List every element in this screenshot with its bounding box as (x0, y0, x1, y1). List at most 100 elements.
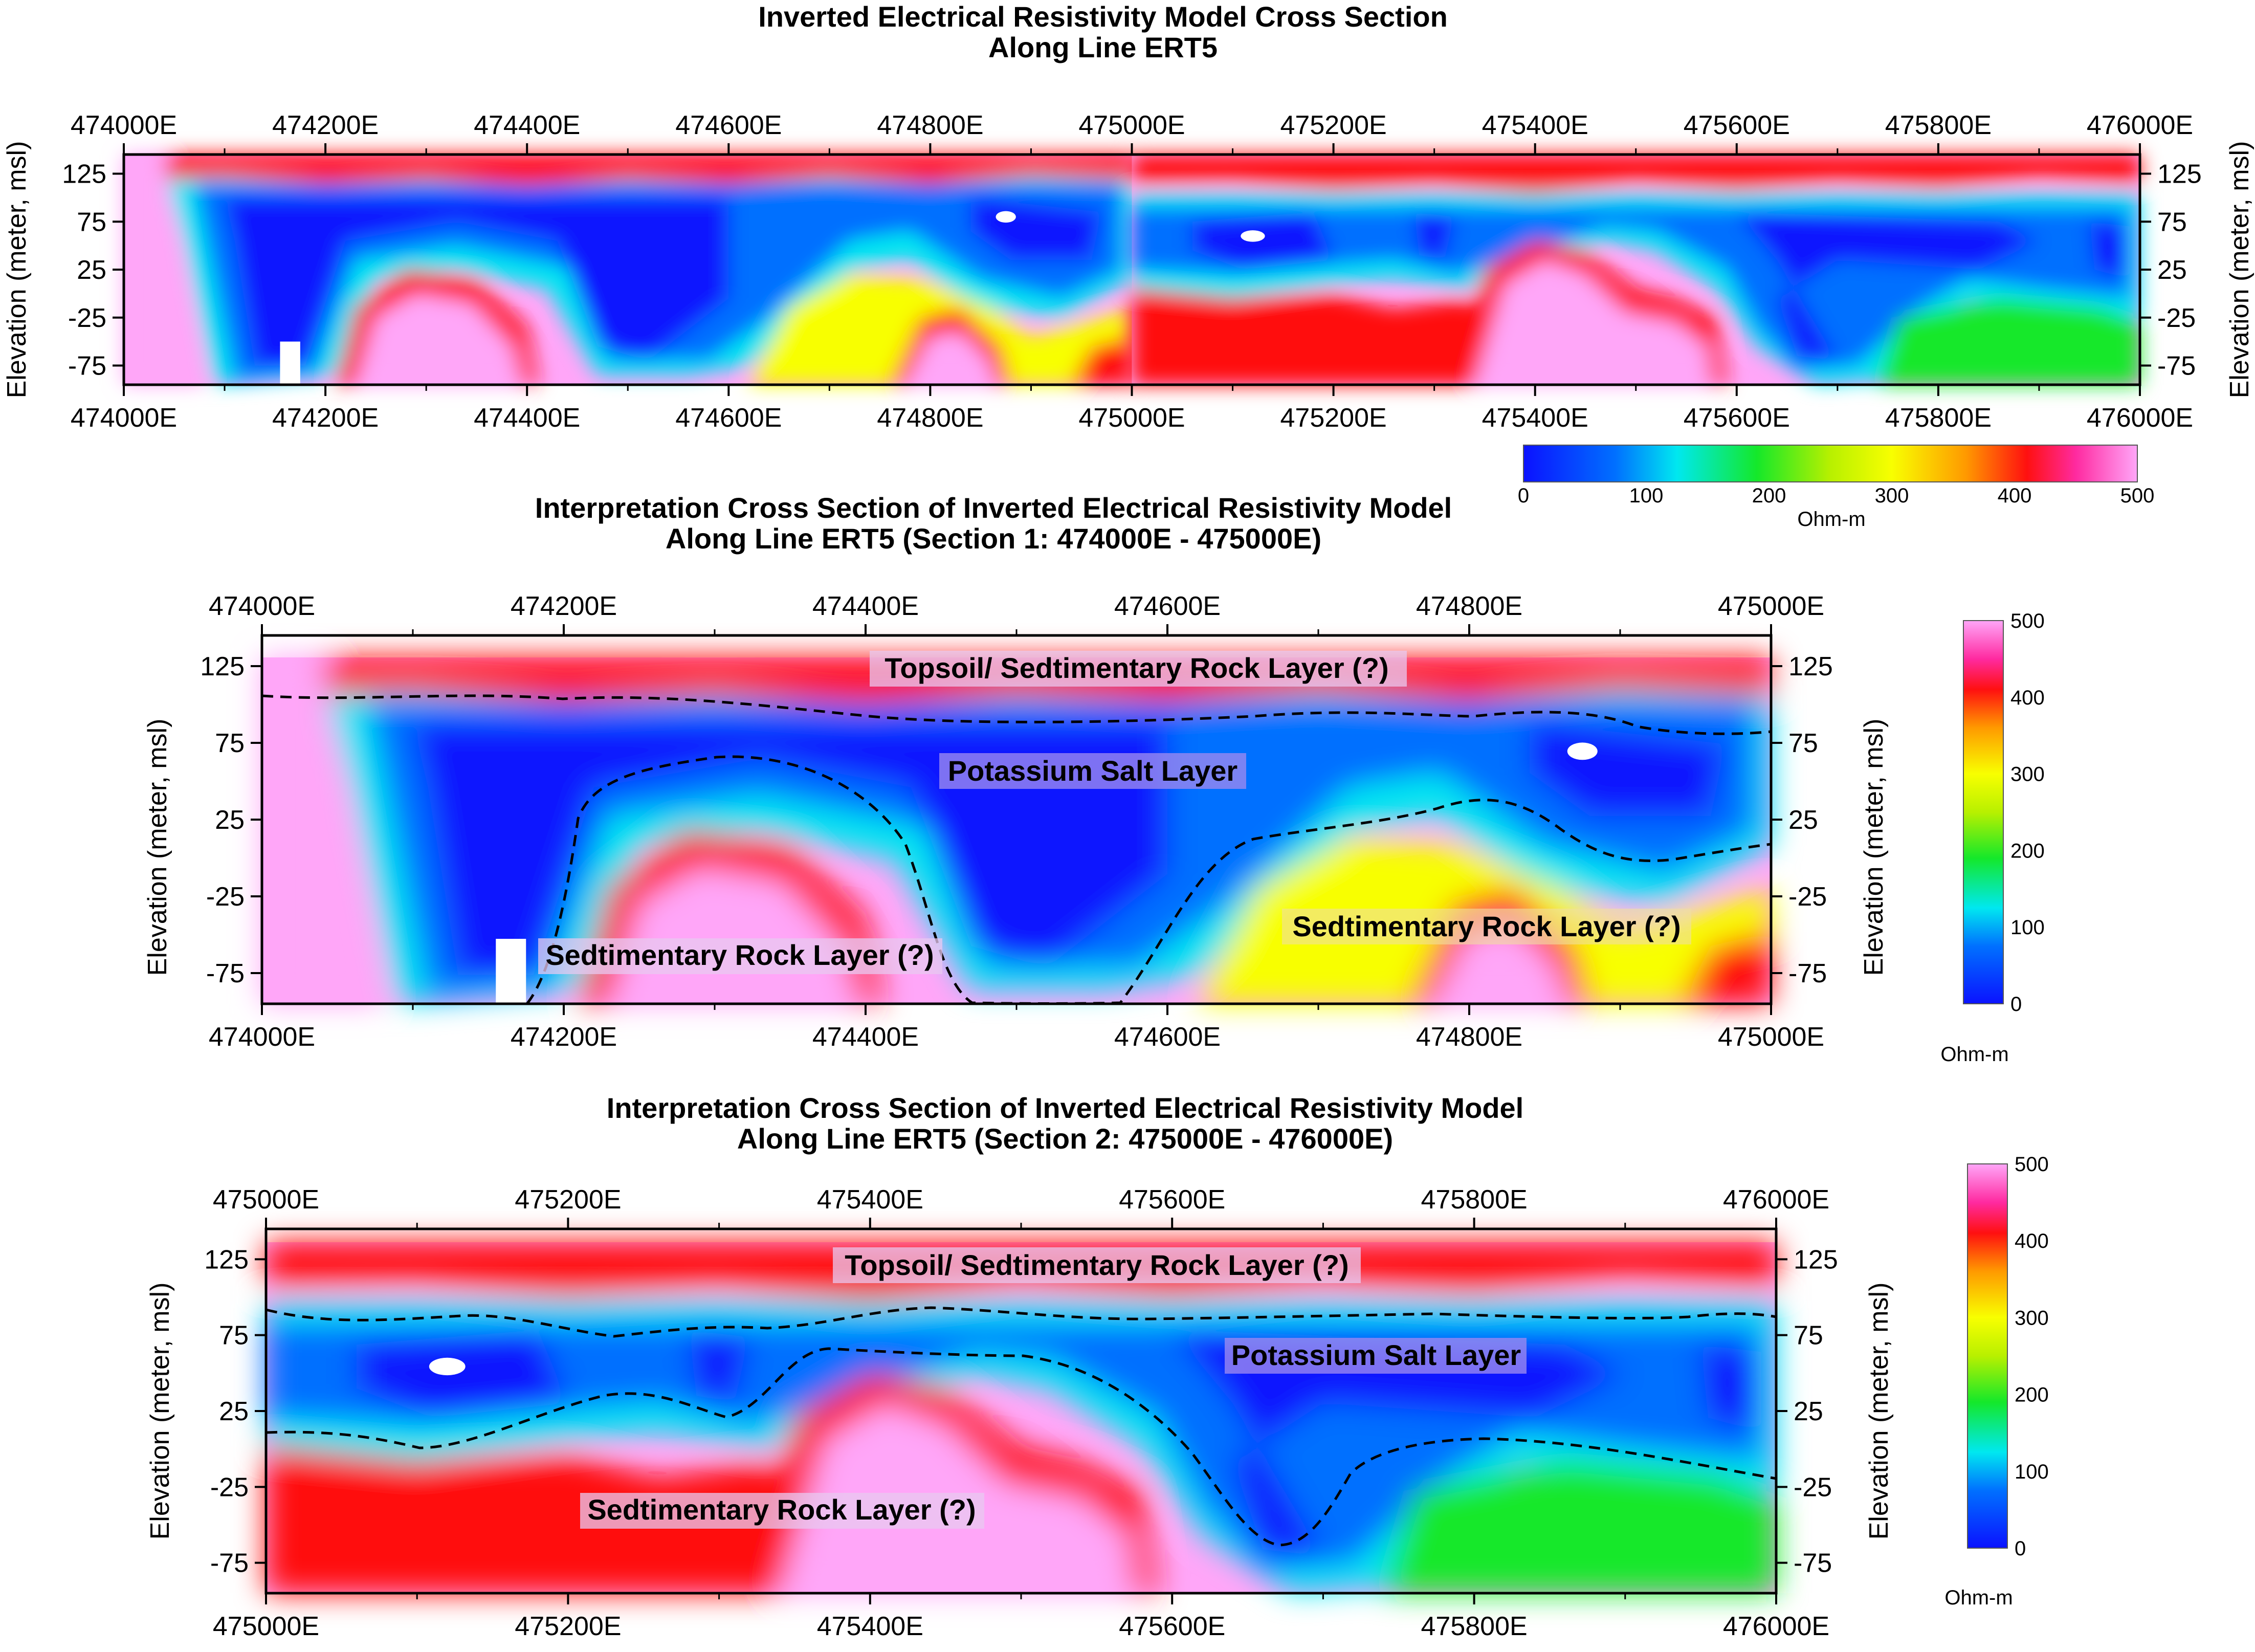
x-tick-label-bottom: 475000E (213, 1612, 319, 1641)
resistivity-field (266, 1242, 1776, 1593)
colorbar-tick-label: 300 (2010, 763, 2045, 786)
panel-2-resistivity-field (262, 657, 1771, 1004)
x-tick-label-top: 475400E (817, 1185, 923, 1215)
x-tick-label-bottom: 475000E (1718, 1022, 1824, 1052)
y-tick-label-left: 25 (215, 805, 245, 835)
panel-3-colorbar-unit: Ohm-m (1944, 1587, 2013, 1609)
x-tick-label-bottom: 474600E (675, 403, 782, 433)
x-tick-label-top: 474000E (71, 111, 177, 140)
panel-2-label-bg-salt (939, 753, 1246, 789)
panel-1-ylabel-left: Elevation (meter, msl) (2, 141, 32, 399)
y-tick-label-left: -75 (206, 959, 245, 988)
panel-2-label-rock-right: Sedtimentary Rock Layer (?) (1292, 910, 1681, 942)
panel-3-colorbar-ticks: 500 400 300 200 100 0 (2015, 1153, 2049, 1560)
panel-2-colorbar (1963, 620, 2004, 1004)
panel-2-subtitle: Along Line ERT5 (Section 1: 474000E - 47… (666, 522, 1321, 555)
x-tick-label-bottom: 475000E (1078, 403, 1185, 433)
panel-2-label-bg-rock-right (1282, 909, 1691, 944)
x-tick-label-top: 475200E (515, 1185, 621, 1215)
y-tick-label-left: -25 (206, 882, 245, 912)
panel-3-subtitle: Along Line ERT5 (Section 2: 475000E - 47… (737, 1122, 1393, 1155)
colorbar-tick-label: 400 (2015, 1230, 2049, 1252)
y-tick-label-left: 25 (219, 1397, 249, 1426)
x-tick-label-bottom: 474400E (812, 1022, 919, 1052)
y-tick-label-left: 125 (62, 160, 106, 189)
x-tick-label-bottom: 475400E (1482, 403, 1588, 433)
y-tick-label-left: -75 (210, 1549, 249, 1578)
x-tick-label-top: 475600E (1684, 111, 1790, 140)
y-tick-label-left: 125 (200, 652, 245, 681)
x-tick-label-top: 475600E (1119, 1185, 1225, 1215)
panel-2-ylabel-left: Elevation (meter, msl) (143, 719, 172, 976)
x-tick-label-top: 474600E (675, 111, 782, 140)
colorbar-tick-label: 400 (2010, 687, 2045, 709)
panel-3-label-topsoil: Topsoil/ Sedtimentary Rock Layer (?) (845, 1249, 1348, 1281)
x-tick-label-bottom: 475200E (1280, 403, 1386, 433)
x-tick-label-top: 475800E (1885, 111, 1992, 140)
panel-1-ylabel-right: Elevation (meter, msl) (2225, 141, 2254, 399)
panel-3-x-ticks-bottom: 475000E 475200E 475400E 475600E 475800E 47600… (213, 1593, 1829, 1641)
x-tick-label-top: 475000E (1718, 591, 1824, 621)
y-tick-label-right: -75 (1794, 1549, 1832, 1578)
panel-3-boundary-top (266, 1306, 1777, 1338)
colorbar-tick-label: 300 (2015, 1307, 2049, 1329)
x-tick-label-bottom: 474400E (474, 403, 580, 433)
panel-1-y-ticks-left: 125 75 25 -25 -75 (62, 160, 124, 381)
x-tick-label-bottom: 475400E (817, 1612, 923, 1641)
colorbar-tick-label: 100 (2015, 1461, 2049, 1483)
panel-1: Inverted Electrical Resistivity Model Cr… (2, 1, 2254, 531)
y-tick-label-left: 125 (204, 1245, 249, 1274)
x-tick-label-top: 474800E (1416, 591, 1522, 621)
resistivity-field-west (124, 155, 1132, 385)
y-tick-label-left: 25 (77, 255, 106, 285)
y-tick-label-left: -25 (210, 1472, 249, 1502)
x-tick-label-bottom: 474600E (1114, 1022, 1221, 1052)
colorbar-tick-label: 200 (2015, 1384, 2049, 1406)
y-tick-label-right: 125 (2157, 160, 2202, 189)
x-tick-label-bottom: 475200E (515, 1612, 621, 1641)
colorbar-tick-label: 500 (2010, 610, 2045, 632)
y-tick-label-left: -25 (68, 303, 106, 333)
x-tick-label-bottom: 475800E (1885, 403, 1992, 433)
x-tick-label-top: 474400E (474, 111, 580, 140)
panel-2-y-ticks-left: 125 75 25 -25 -75 (200, 652, 262, 988)
y-tick-label-right: 75 (1794, 1321, 1823, 1351)
resistivity-field (262, 657, 1771, 1004)
panel-1-subtitle: Along Line ERT5 (988, 31, 1218, 63)
panel-2-label-bg-topsoil (870, 651, 1407, 687)
panel-2-x-ticks-bottom: 474000E 474200E 474400E 474600E 474800E 47500… (209, 1004, 1824, 1052)
y-tick-label-right: 75 (1788, 729, 1818, 758)
panel-2-boundary-bottom (526, 755, 1772, 1005)
panel-2-x-ticks-top: 474000E 474200E 474400E 474600E 474800E 47500… (209, 591, 1824, 635)
y-tick-label-right: 75 (2157, 207, 2187, 237)
panel-2-label-topsoil: Topsoil/ Sedtimentary Rock Layer (?) (885, 652, 1388, 684)
x-tick-label-bottom: 474200E (272, 403, 379, 433)
panel-3-title: Interpretation Cross Section of Inverted… (607, 1092, 1523, 1124)
panel-1-colorbar (1523, 445, 2138, 482)
panel-3-x-ticks-top: 475000E 475200E 475400E 475600E 475800E 47600… (213, 1185, 1829, 1229)
panel-3-label-bg-salt (1225, 1338, 1527, 1374)
panel-3: Interpretation Cross Section of Inverted… (145, 1092, 2049, 1641)
x-tick-label-top: 474200E (511, 591, 617, 621)
x-tick-label-top: 474400E (812, 591, 919, 621)
y-tick-label-right: 25 (2157, 255, 2187, 285)
x-tick-label-bottom: 474200E (511, 1022, 617, 1052)
panel-3-boundary-bottom (266, 1347, 1777, 1547)
y-tick-label-right: 25 (1788, 805, 1818, 835)
resistivity-field-east (1132, 155, 2140, 385)
x-tick-label-bottom: 475600E (1684, 403, 1790, 433)
colorbar-tick-label: 400 (1998, 484, 2032, 507)
y-tick-label-right: -25 (2157, 303, 2196, 333)
panel-2-title: Interpretation Cross Section of Inverted… (535, 492, 1452, 524)
panel-1-colorbar-unit: Ohm-m (1797, 508, 1865, 531)
colorbar-tick-label: 500 (2120, 484, 2155, 507)
x-tick-label-top: 474200E (272, 111, 379, 140)
colorbar-tick-label: 200 (1752, 484, 1786, 507)
panel-1-x-ticks-bottom: 474000E 474200E 474400E 474600E 474800E 47500… (71, 385, 2193, 433)
y-tick-label-right: -75 (2157, 351, 2196, 381)
panel-2: Interpretation Cross Section of Inverted… (143, 492, 2045, 1066)
panel-3-colorbar (1967, 1163, 2008, 1549)
x-tick-label-top: 474800E (877, 111, 983, 140)
x-tick-label-top: 475000E (213, 1185, 319, 1215)
